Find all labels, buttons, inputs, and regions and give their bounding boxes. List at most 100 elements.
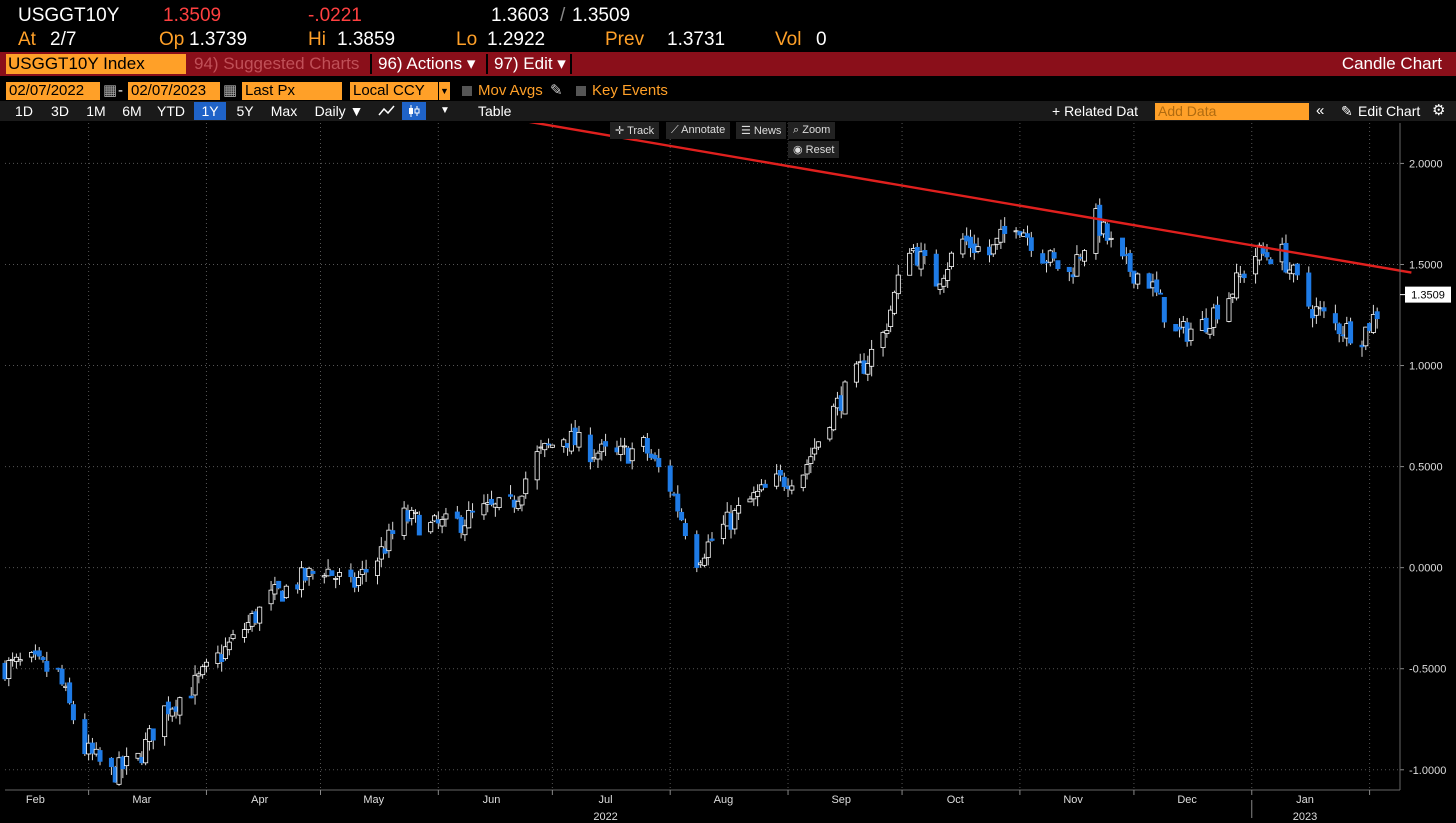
candle-body — [135, 752, 141, 759]
range-button-ytd[interactable]: YTD — [157, 103, 185, 119]
zoom-button[interactable]: ⌕ Zoom — [788, 122, 836, 139]
x-tick-label: Jun — [483, 794, 501, 806]
table-button[interactable]: Table — [478, 103, 512, 119]
candle-body — [891, 291, 897, 314]
period-select[interactable]: Daily ▼ — [314, 103, 364, 119]
range-button-1y[interactable]: 1Y — [194, 102, 226, 120]
candle-body — [17, 659, 23, 662]
end-date-input[interactable]: 02/07/2023 — [128, 82, 220, 100]
x-tick-label: Apr — [251, 794, 268, 806]
candle-body — [1120, 237, 1126, 257]
candle-body — [1135, 273, 1141, 285]
candle-body — [774, 473, 780, 487]
chevron-down-icon[interactable]: ▼ — [439, 82, 450, 100]
candle-body — [329, 570, 335, 576]
edit-menu[interactable]: 97) Edit ▾ — [494, 54, 566, 73]
candle-body — [781, 476, 787, 488]
reset-button[interactable]: ◉ Reset — [788, 141, 840, 158]
candle-body — [124, 756, 130, 767]
candle-body — [549, 444, 555, 448]
volume-label: Vol — [775, 29, 802, 50]
candle-body — [40, 657, 46, 661]
gear-icon[interactable]: ⚙ — [1432, 102, 1446, 119]
line-chart-icon[interactable] — [374, 102, 400, 120]
chevron-down-icon[interactable]: ▼ — [440, 105, 450, 116]
high-label: Hi — [308, 29, 326, 50]
edit-chart-button[interactable]: Edit Chart — [1358, 103, 1421, 119]
range-button-1m[interactable]: 1M — [86, 103, 106, 119]
candle-body — [1207, 327, 1213, 335]
y-tick-label: 2.0000 — [1409, 158, 1443, 170]
candle-body — [675, 493, 681, 512]
candle-body — [595, 452, 601, 460]
crosshair-icon: ✛ — [615, 125, 628, 137]
annotate-button[interactable]: ⟋ Annotate — [666, 122, 731, 139]
candle-body — [998, 228, 1004, 243]
candle-body — [720, 523, 726, 539]
news-icon: ☰ — [741, 125, 754, 137]
candle-body — [443, 513, 449, 520]
currency-select[interactable]: Local CCY — [350, 82, 438, 100]
range-button-max[interactable]: Max — [270, 103, 298, 119]
candle-chart[interactable]: 2.0000 1.5000 1.0000 0.5000 0.0000 -0.5000 -1.… — [0, 123, 1456, 823]
range-button-5y[interactable]: 5Y — [236, 103, 254, 119]
candle-body — [644, 438, 650, 454]
candle-body — [812, 447, 818, 455]
last-value-label: 1.3509 — [1411, 290, 1445, 302]
candle-body — [401, 507, 407, 536]
candle-body — [1188, 328, 1194, 342]
related-data-button[interactable]: + Related Dat — [1052, 103, 1138, 119]
candle-body — [283, 585, 289, 599]
add-data-input[interactable]: Add Data — [1155, 103, 1309, 120]
candle-body — [1313, 306, 1319, 316]
candle-body — [1203, 317, 1209, 333]
candle-body — [310, 570, 316, 574]
candle-body — [831, 405, 837, 431]
range-button-1d[interactable]: 1D — [15, 103, 33, 119]
open-value: 1.3739 — [189, 29, 248, 50]
candle-body — [150, 728, 156, 741]
news-button[interactable]: ☰ News — [736, 122, 787, 139]
candle-body — [169, 708, 175, 717]
track-button[interactable]: ✛ Track — [610, 122, 660, 139]
candle-body — [321, 575, 327, 578]
candle-body — [523, 478, 529, 495]
mov-avgs-checkbox[interactable] — [462, 86, 472, 96]
actions-menu[interactable]: 96) Actions ▾ — [378, 54, 476, 73]
candle-body — [458, 516, 464, 533]
candle-body — [709, 538, 715, 541]
y-axis: 2.0000 1.5000 1.0000 0.5000 0.0000 -0.5000 -1.… — [1399, 123, 1451, 790]
calendar-icon[interactable]: ▦ — [103, 82, 118, 99]
x-tick-label: May — [363, 794, 384, 806]
suggested-charts-button[interactable]: 94) Suggested Charts — [194, 54, 360, 73]
start-date-input[interactable]: 02/07/2022 — [6, 82, 100, 100]
candle-body — [815, 441, 821, 448]
pencil-icon[interactable]: ✎ — [1341, 103, 1353, 119]
candle-body — [762, 483, 768, 488]
candle-body — [203, 661, 209, 667]
y-tick-label: -1.0000 — [1409, 765, 1446, 777]
last-value-tag — [1405, 286, 1451, 303]
field-select[interactable]: Last Px — [242, 82, 342, 100]
candle-body — [701, 557, 707, 566]
range-button-3d[interactable]: 3D — [51, 103, 69, 119]
collapse-icon[interactable]: « — [1316, 102, 1325, 119]
low-value: 1.2922 — [487, 29, 546, 50]
pencil-icon[interactable]: ✎ — [550, 82, 563, 99]
candle-body — [390, 530, 396, 534]
key-events-checkbox[interactable] — [576, 86, 586, 96]
calendar-icon[interactable]: ▦ — [223, 82, 238, 99]
candle-body — [895, 274, 901, 295]
candle-body — [257, 606, 263, 624]
candle-body — [1321, 307, 1327, 312]
candle-body — [143, 738, 149, 764]
security-input[interactable]: USGGT10Y Index — [6, 54, 186, 74]
candle-body — [853, 363, 859, 383]
candle-chart-icon[interactable] — [402, 102, 426, 120]
y-tick-label: 0.5000 — [1409, 462, 1443, 474]
candle-body — [777, 470, 783, 476]
candle-body — [1241, 273, 1247, 279]
range-button-6m[interactable]: 6M — [122, 103, 142, 119]
volume-value: 0 — [816, 29, 827, 50]
candle-body — [747, 498, 753, 503]
